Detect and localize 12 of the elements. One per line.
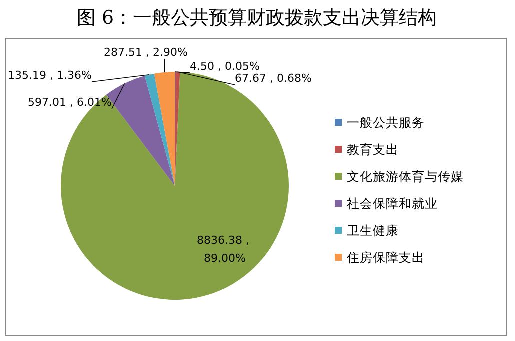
data-label: 4.50 , 0.05%	[190, 60, 260, 73]
data-label: 8836.38 , 89.00%	[197, 234, 253, 265]
data-label: 135.19 , 1.36%	[8, 69, 92, 82]
legend-label: 社会保障和就业	[347, 196, 438, 211]
chart-title: 图 6：一般公共预算财政拨款支出决算结构	[76, 7, 438, 29]
legend-label: 文化旅游体育与传媒	[347, 169, 464, 184]
legend-label: 住房保障支出	[346, 250, 425, 265]
legend-label: 卫生健康	[347, 223, 399, 238]
legend-label: 一般公共服务	[347, 115, 425, 130]
data-label: 287.51 , 2.90%	[104, 46, 188, 59]
legend-label: 教育支出	[347, 142, 399, 157]
data-label: 67.67 , 0.68%	[235, 72, 312, 85]
